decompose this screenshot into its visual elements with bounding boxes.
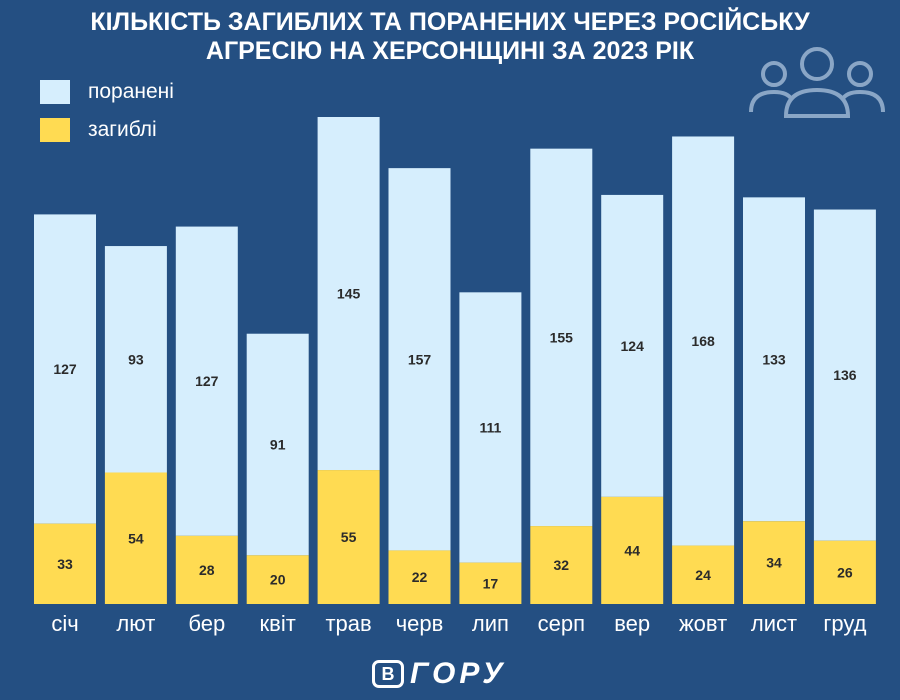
bar-wounded-груд bbox=[813, 209, 876, 541]
tick-label-січ: січ bbox=[51, 611, 78, 636]
tick-label-жовт: жовт bbox=[679, 611, 727, 636]
logo: В ГОРУ bbox=[372, 656, 507, 692]
value-label-killed-лист: 34 bbox=[766, 555, 782, 571]
tick-label-трав: трав bbox=[325, 611, 371, 636]
bar-wounded-лют bbox=[104, 246, 167, 473]
bar-killed-лист bbox=[743, 521, 805, 604]
value-label-wounded-квіт: 91 bbox=[270, 437, 286, 453]
logo-badge: В bbox=[372, 660, 404, 688]
value-label-wounded-бер: 127 bbox=[195, 373, 219, 389]
chart-title-line-2: АГРЕСІЮ НА ХЕРСОНЩИНІ ЗА 2023 РІК bbox=[205, 37, 695, 65]
value-label-killed-черв: 22 bbox=[412, 569, 428, 585]
value-label-killed-груд: 26 bbox=[837, 564, 853, 580]
value-label-killed-січ: 33 bbox=[57, 556, 73, 572]
value-label-wounded-трав: 145 bbox=[337, 286, 361, 302]
bar-wounded-жовт bbox=[672, 136, 735, 546]
value-label-killed-жовт: 24 bbox=[695, 567, 711, 583]
bar-killed-черв bbox=[388, 550, 451, 604]
bar-killed-трав bbox=[317, 470, 380, 604]
tick-label-груд: груд bbox=[823, 611, 866, 636]
value-label-killed-бер: 28 bbox=[199, 562, 215, 578]
value-label-wounded-лист: 133 bbox=[762, 351, 786, 367]
value-label-killed-вер: 44 bbox=[624, 542, 640, 558]
bar-killed-січ bbox=[34, 523, 96, 604]
bar-wounded-січ bbox=[34, 214, 96, 524]
value-label-wounded-жовт: 168 bbox=[691, 333, 715, 349]
logo-text: ГОРУ bbox=[410, 657, 507, 690]
tick-label-лют: лют bbox=[116, 611, 155, 636]
bar-wounded-лист bbox=[743, 197, 805, 522]
value-label-wounded-вер: 124 bbox=[621, 338, 645, 354]
people-group-icon bbox=[749, 47, 885, 118]
tick-label-бер: бер bbox=[188, 611, 225, 636]
legend-label-killed: загиблі bbox=[88, 118, 157, 141]
tick-label-черв: черв bbox=[396, 611, 444, 636]
tick-label-вер: вер bbox=[614, 611, 650, 636]
value-label-wounded-лип: 111 bbox=[479, 419, 501, 435]
bar-wounded-лип bbox=[459, 292, 522, 563]
bar-wounded-квіт bbox=[246, 333, 309, 556]
chart-title-line-1: КІЛЬКІСТЬ ЗАГИБЛИХ ТА ПОРАНЕНИХ ЧЕРЕЗ РО… bbox=[90, 8, 810, 36]
value-label-killed-квіт: 20 bbox=[270, 572, 286, 588]
tick-label-серп: серп bbox=[538, 611, 585, 636]
tick-label-лист: лист bbox=[751, 611, 797, 636]
bar-killed-груд bbox=[813, 540, 876, 604]
bar-killed-квіт bbox=[246, 555, 309, 604]
value-label-wounded-лют: 93 bbox=[128, 351, 144, 367]
value-label-killed-лют: 54 bbox=[128, 530, 144, 546]
value-label-wounded-черв: 157 bbox=[408, 351, 432, 367]
legend-item-wounded: поранені bbox=[40, 78, 174, 106]
bar-killed-лют bbox=[104, 472, 167, 604]
chart-title: КІЛЬКІСТЬ ЗАГИБЛИХ ТА ПОРАНЕНИХ ЧЕРЕЗ РО… bbox=[0, 8, 900, 66]
bar-wounded-серп bbox=[530, 148, 593, 527]
tick-label-квіт: квіт bbox=[260, 611, 296, 636]
bar-killed-лип bbox=[459, 562, 522, 604]
value-label-killed-лип: 17 bbox=[483, 575, 499, 591]
bar-wounded-черв bbox=[388, 168, 451, 551]
value-label-killed-серп: 32 bbox=[554, 557, 570, 573]
legend-swatch-wounded bbox=[40, 80, 70, 104]
bar-killed-жовт bbox=[672, 545, 735, 604]
tick-label-лип: лип bbox=[472, 611, 509, 636]
value-label-wounded-серп: 155 bbox=[550, 329, 574, 345]
legend-swatch-killed bbox=[40, 118, 70, 142]
bar-wounded-трав bbox=[317, 117, 380, 471]
legend-label-wounded: поранені bbox=[88, 80, 174, 103]
value-label-killed-трав: 55 bbox=[341, 529, 357, 545]
bar-wounded-бер bbox=[175, 226, 238, 536]
bar-killed-бер bbox=[175, 535, 238, 604]
value-label-wounded-груд: 136 bbox=[833, 367, 857, 383]
bar-killed-вер bbox=[601, 496, 664, 604]
value-label-wounded-січ: 127 bbox=[53, 361, 77, 377]
bar-wounded-вер bbox=[601, 194, 664, 497]
bar-killed-серп bbox=[530, 526, 593, 604]
legend-item-killed: загиблі bbox=[40, 116, 157, 144]
